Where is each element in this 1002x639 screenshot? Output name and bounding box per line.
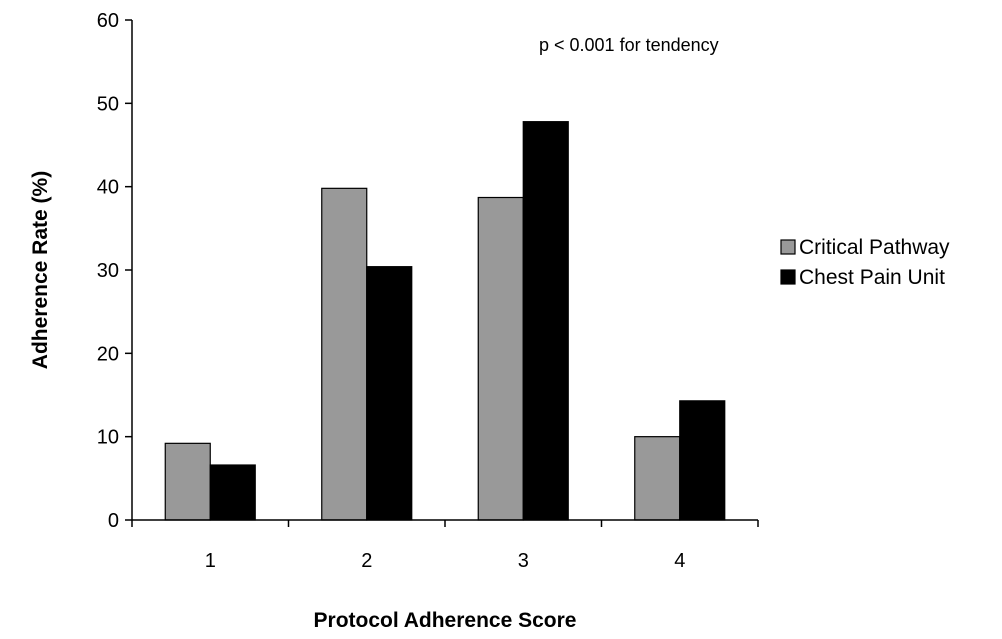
bar-series1-cat1 bbox=[164, 442, 211, 521]
y-tick-label: 20 bbox=[97, 343, 119, 365]
y-tick-label: 0 bbox=[108, 510, 119, 532]
x-tick-label: 1 bbox=[205, 550, 216, 572]
legend-label-series1: Critical Pathway bbox=[799, 236, 950, 259]
legend-label-series2: Chest Pain Unit bbox=[799, 266, 945, 289]
bar-series1-cat2 bbox=[321, 187, 368, 521]
y-tick-label: 10 bbox=[97, 427, 119, 449]
p-value-annotation: p < 0.001 for tendency bbox=[539, 35, 719, 55]
y-tick-label: 60 bbox=[97, 10, 119, 32]
y-axis-title: Adherence Rate (%) bbox=[29, 171, 52, 369]
bar-series1-cat3 bbox=[477, 196, 524, 521]
x-tick-label: 3 bbox=[518, 550, 529, 572]
x-axis-title: Protocol Adherence Score bbox=[314, 609, 577, 632]
x-tick-label: 2 bbox=[361, 550, 372, 572]
bar-series2-cat3 bbox=[522, 121, 569, 521]
y-tick-label: 30 bbox=[97, 260, 119, 282]
legend: Critical Pathway Chest Pain Unit bbox=[780, 236, 950, 289]
x-ticks-group: 1 2 3 4 bbox=[131, 520, 759, 572]
bar-series2-cat1 bbox=[209, 464, 256, 521]
x-tick-label: 4 bbox=[674, 550, 685, 572]
y-ticks-group: 0 10 20 30 40 50 60 bbox=[97, 10, 132, 532]
y-tick-label: 40 bbox=[97, 177, 119, 199]
y-tick-label: 50 bbox=[97, 93, 119, 115]
bar-series1-cat4 bbox=[634, 436, 681, 521]
legend-swatch-series2 bbox=[780, 269, 796, 285]
bars-group bbox=[164, 121, 726, 521]
legend-swatch-series1 bbox=[780, 239, 796, 255]
bar-series2-cat4 bbox=[679, 400, 726, 521]
bar-series2-cat2 bbox=[366, 266, 413, 521]
